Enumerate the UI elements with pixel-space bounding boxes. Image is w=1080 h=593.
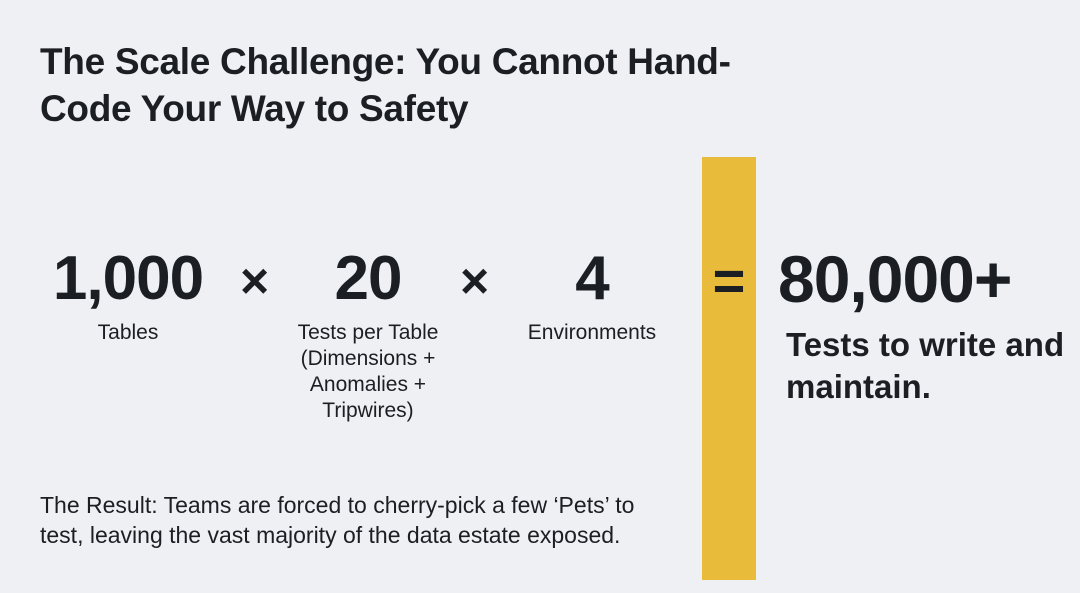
term-environments: 4 Environments bbox=[510, 246, 674, 346]
term-label: Tests per Table (Dimensions + Anomalies … bbox=[297, 321, 439, 422]
result-text: The Result: Teams are forced to cherry-p… bbox=[40, 492, 635, 548]
term-label: Tables bbox=[97, 321, 159, 344]
total-value: 80,000+ bbox=[778, 242, 1012, 316]
total-label: Tests to write and maintain. bbox=[786, 326, 1065, 405]
equals-operator: = bbox=[712, 249, 746, 312]
term-tables: 1,000 Tables bbox=[36, 246, 220, 346]
term-value: 1,000 bbox=[52, 244, 204, 313]
term-tests-per-table: 20 Tests per Table (Dimensions + Anomali… bbox=[276, 246, 460, 424]
term-value: 4 bbox=[575, 244, 609, 313]
multiply-operator: × bbox=[460, 253, 490, 309]
total-result: 80,000+ Tests to write and maintain. bbox=[778, 244, 1066, 408]
slide-title: The Scale Challenge: You Cannot Hand-Cod… bbox=[40, 41, 731, 129]
accent-bar bbox=[702, 157, 756, 580]
multiply-operator: × bbox=[240, 253, 270, 309]
term-value: 20 bbox=[334, 244, 403, 313]
term-label: Environments bbox=[527, 321, 657, 344]
